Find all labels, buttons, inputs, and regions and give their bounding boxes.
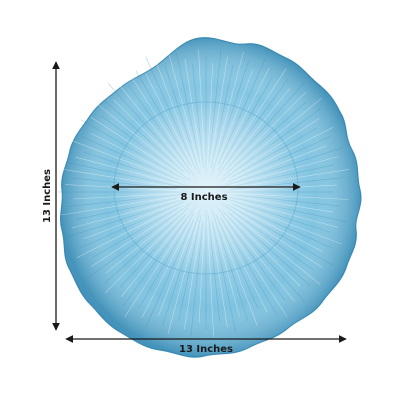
plate-center-well <box>113 101 299 275</box>
horizontal-dimension-label: 13 Inches <box>179 344 233 355</box>
vertical-dimension-label: 13 Inches <box>42 169 53 223</box>
inner-dimension-label: 8 Inches <box>180 192 227 203</box>
